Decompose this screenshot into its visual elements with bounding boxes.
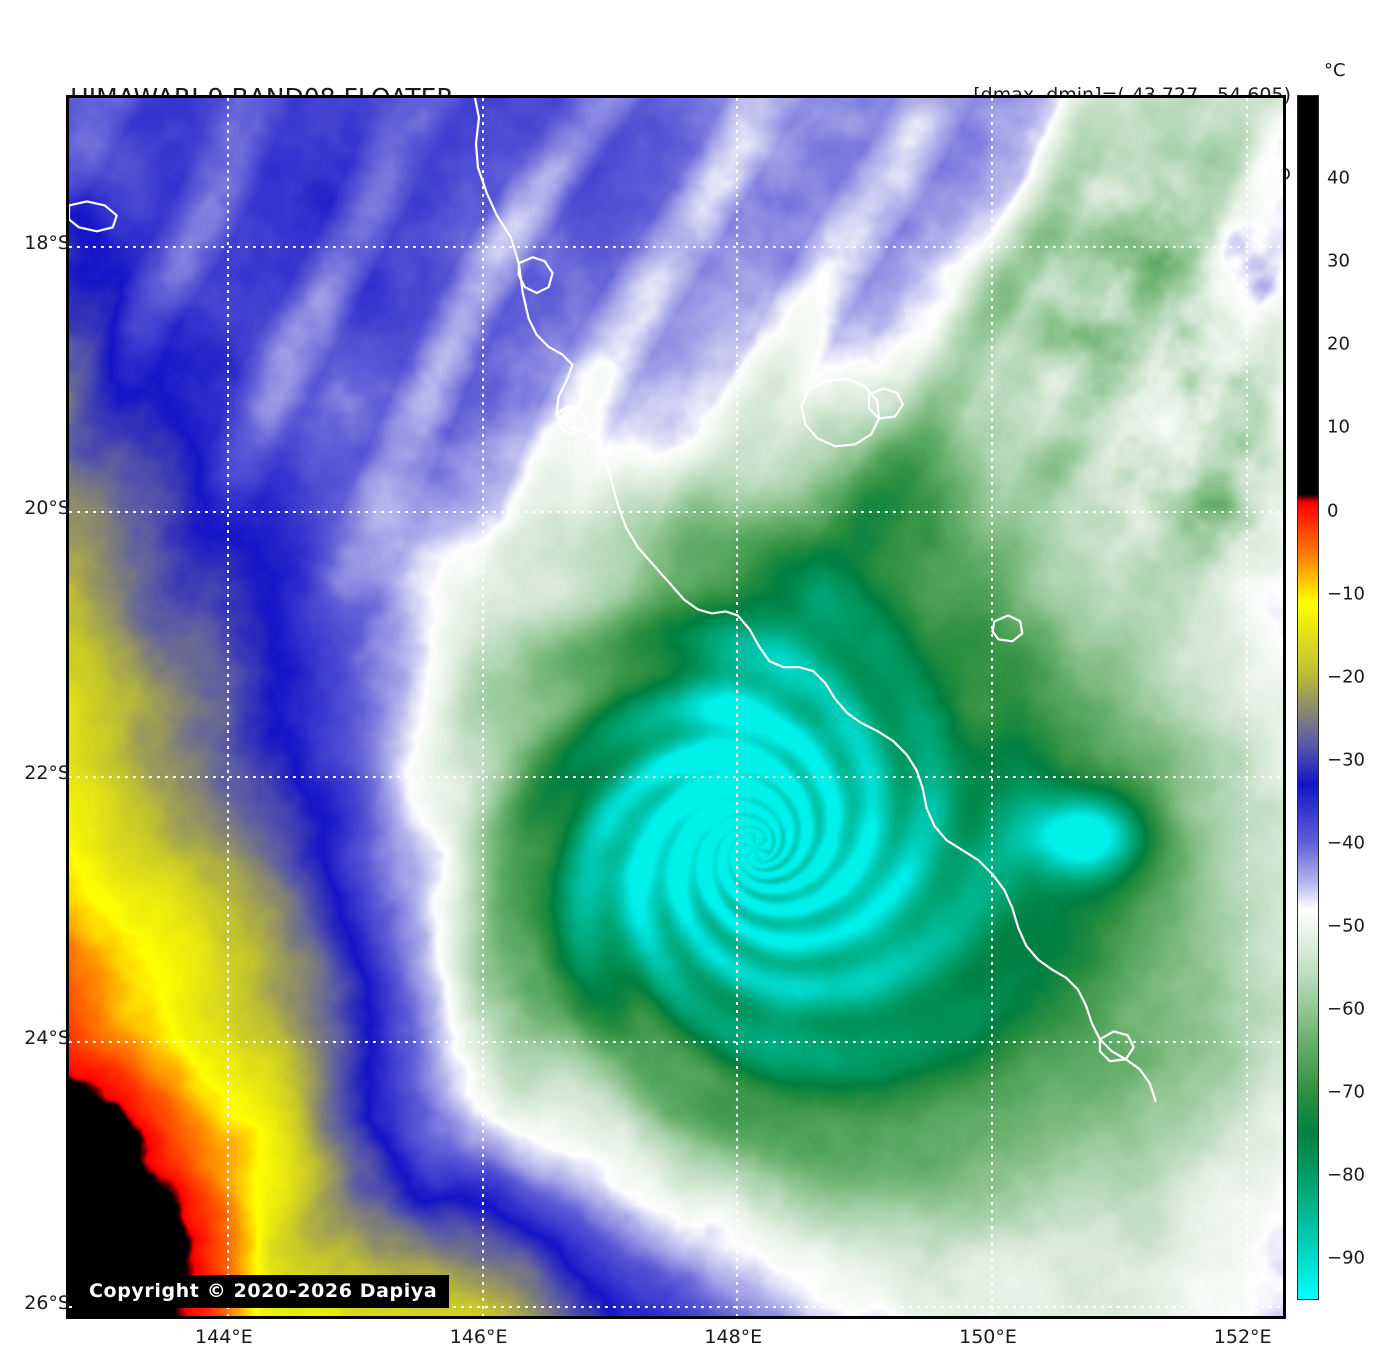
colorbar-tick-10: −60 <box>1327 998 1365 1020</box>
coastline-overlay <box>69 98 1157 1103</box>
y-axis-tick-2: 22°S <box>24 762 70 785</box>
colorbar <box>1297 95 1319 1300</box>
colorbar-tick-1: 30 <box>1327 250 1350 272</box>
y-axis-tick-1: 20°S <box>24 497 70 520</box>
colorbar-tick-4: 0 <box>1327 500 1339 522</box>
colorbar-tick-7: −30 <box>1327 749 1365 771</box>
gridline-lon-4 <box>1245 98 1248 1316</box>
x-axis-tick-2: 148°E <box>704 1326 763 1348</box>
map-canvas <box>69 98 1283 1316</box>
y-axis-tick-3: 24°S <box>24 1027 70 1050</box>
colorbar-tick-2: 20 <box>1327 333 1350 355</box>
colorbar-tick-11: −70 <box>1327 1081 1365 1103</box>
x-axis-tick-0: 144°E <box>195 1326 253 1348</box>
colorbar-gradient <box>1298 96 1318 1299</box>
satellite-map-plot: Copyright © 2020-2026 Dapiya <box>66 95 1286 1319</box>
gridline-lon-2 <box>736 98 739 1316</box>
colorbar-tick-12: −80 <box>1327 1164 1365 1186</box>
gridline-lat-0 <box>69 246 1283 249</box>
colorbar-tick-5: −10 <box>1327 583 1365 605</box>
gridline-lon-1 <box>481 98 484 1316</box>
colorbar-tick-0: 40 <box>1327 167 1350 189</box>
colorbar-unit-label: °C <box>1324 60 1346 81</box>
colorbar-tick-3: 10 <box>1327 416 1350 438</box>
x-axis-tick-3: 150°E <box>959 1326 1017 1348</box>
gridline-lat-1 <box>69 511 1283 514</box>
y-axis-tick-0: 18°S <box>24 232 70 255</box>
colorbar-tick-6: −20 <box>1327 666 1365 688</box>
x-axis-tick-1: 146°E <box>449 1326 508 1348</box>
colorbar-tick-9: −50 <box>1327 915 1365 937</box>
gridline-lat-2 <box>69 776 1283 779</box>
gridline-lon-3 <box>991 98 993 1316</box>
y-axis-tick-4: 26°S <box>24 1292 70 1315</box>
colorbar-tick-13: −90 <box>1327 1247 1365 1269</box>
gridline-lat-4 <box>69 1306 1283 1309</box>
copyright-banner: Copyright © 2020-2026 Dapiya <box>77 1275 450 1308</box>
infrared-imagery <box>69 98 1283 1316</box>
x-axis-tick-4: 152°E <box>1213 1326 1272 1348</box>
gridline-lon-0 <box>226 98 229 1316</box>
gridline-lat-3 <box>69 1041 1283 1044</box>
map-gridlines <box>69 98 1283 1316</box>
colorbar-tick-8: −40 <box>1327 832 1365 854</box>
